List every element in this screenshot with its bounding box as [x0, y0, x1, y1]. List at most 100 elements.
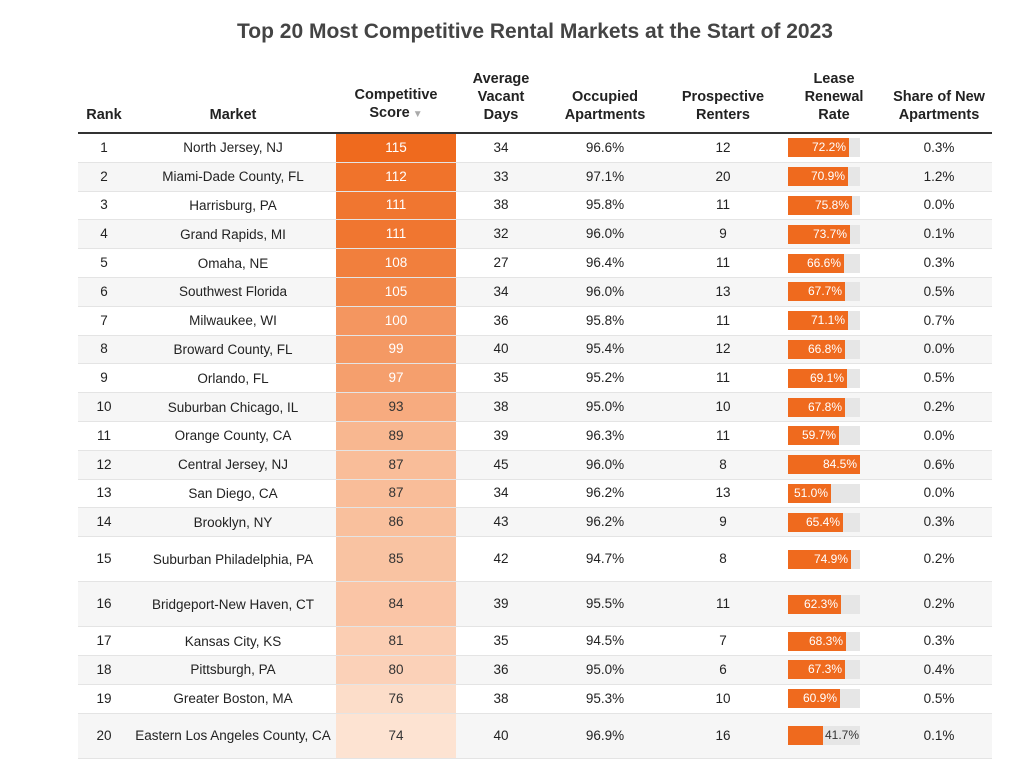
- renewal-bar-track: 59.7%: [788, 426, 860, 446]
- renewal-bar-label: 66.8%: [807, 341, 842, 356]
- rank-cell: 4: [78, 219, 130, 250]
- score-cell: 87: [336, 479, 456, 509]
- renewal-bar-label: 74.9%: [813, 551, 848, 566]
- occupied-cell: 96.2%: [546, 507, 664, 538]
- new_apts-cell: 0.2%: [886, 392, 992, 422]
- table-row: 4 Grand Rapids, MI 111 32 96.0% 9 73.7% 0.1%: [78, 219, 992, 250]
- score-cell: 80: [336, 655, 456, 685]
- renewal-bar-label: 68.3%: [808, 633, 843, 648]
- renewal-bar: [788, 689, 840, 709]
- market-cell: Miami-Dade County, FL: [130, 162, 336, 192]
- column-header-score[interactable]: Competitive Score ▼: [336, 70, 456, 134]
- new_apts-cell: 0.5%: [886, 277, 992, 307]
- renewal-bar: [788, 631, 846, 651]
- renewal-bar-track: 84.5%: [788, 455, 860, 475]
- table-row: 5 Omaha, NE 108 27 96.4% 11 66.6% 0.3%: [78, 248, 992, 278]
- vacant-cell: 45: [456, 450, 546, 480]
- renters-cell: 9: [664, 219, 782, 250]
- score-cell: 105: [336, 277, 456, 307]
- renewal-bar-label: 67.8%: [807, 399, 842, 414]
- renewal-bar: [788, 549, 851, 569]
- vacant-cell: 34: [456, 479, 546, 509]
- score-cell: 97: [336, 363, 456, 394]
- renewal-bar-track: 71.1%: [788, 311, 860, 331]
- renewal-bar-label: 73.7%: [812, 226, 847, 241]
- renewal-cell: 66.8%: [782, 335, 886, 365]
- column-header-new-apartments[interactable]: Share of New Apartments: [886, 70, 992, 134]
- renewal-bar: [788, 483, 831, 503]
- occupied-cell: 96.9%: [546, 713, 664, 759]
- market-cell: Eastern Los Angeles County, CA: [130, 713, 336, 759]
- score-cell: 111: [336, 191, 456, 221]
- market-cell: Harrisburg, PA: [130, 191, 336, 221]
- sort-descending-icon[interactable]: ▼: [412, 109, 423, 120]
- rank-cell: 18: [78, 655, 130, 685]
- vacant-cell: 38: [456, 191, 546, 221]
- renewal-bar-track: 66.6%: [788, 253, 860, 273]
- new_apts-cell: 1.2%: [886, 162, 992, 192]
- new_apts-cell: 0.3%: [886, 133, 992, 163]
- column-header-rank[interactable]: Rank: [78, 70, 130, 134]
- score-cell: 93: [336, 392, 456, 422]
- vacant-cell: 34: [456, 133, 546, 163]
- vacant-cell: 40: [456, 713, 546, 759]
- column-header-renewal[interactable]: Lease Renewal Rate: [782, 70, 886, 134]
- rank-cell: 14: [78, 507, 130, 538]
- new_apts-cell: 0.6%: [886, 450, 992, 480]
- renewal-bar: [788, 397, 845, 417]
- vacant-cell: 32: [456, 219, 546, 250]
- renewal-bar-track: 62.3%: [788, 594, 860, 614]
- rank-cell: 9: [78, 363, 130, 394]
- renewal-bar: [788, 311, 848, 331]
- rank-cell: 16: [78, 581, 130, 628]
- rank-cell: 6: [78, 277, 130, 307]
- new_apts-cell: 0.3%: [886, 248, 992, 278]
- renewal-bar-track: 65.4%: [788, 512, 860, 532]
- renters-cell: 13: [664, 277, 782, 307]
- renewal-bar-label: 65.4%: [805, 514, 840, 529]
- renewal-cell: 62.3%: [782, 581, 886, 628]
- market-cell: Kansas City, KS: [130, 626, 336, 656]
- score-cell: 87: [336, 450, 456, 480]
- vacant-cell: 38: [456, 684, 546, 714]
- renewal-cell: 75.8%: [782, 191, 886, 221]
- table-row: 20 Eastern Los Angeles County, CA 74 40 96.9…: [78, 713, 992, 759]
- renewal-bar-track: 69.1%: [788, 368, 860, 388]
- score-cell: 99: [336, 335, 456, 365]
- new_apts-cell: 0.2%: [886, 581, 992, 628]
- renewal-bar: [788, 339, 845, 359]
- renewal-bar: [788, 253, 844, 273]
- table-row: 12 Central Jersey, NJ 87 45 96.0% 8 84.5% 0.6%: [78, 450, 992, 480]
- vacant-cell: 42: [456, 536, 546, 583]
- vacant-cell: 39: [456, 581, 546, 628]
- table-row: 17 Kansas City, KS 81 35 94.5% 7 68.3% 0.3%: [78, 626, 992, 656]
- rental-markets-table: Rank Market Competitive Score ▼ Average V…: [78, 70, 992, 759]
- column-header-vacant[interactable]: Average Vacant Days: [456, 70, 546, 134]
- market-cell: Brooklyn, NY: [130, 507, 336, 538]
- renewal-cell: 66.6%: [782, 248, 886, 278]
- renewal-bar-track: 41.7%: [788, 726, 860, 746]
- vacant-cell: 34: [456, 277, 546, 307]
- new_apts-cell: 0.0%: [886, 335, 992, 365]
- rank-cell: 15: [78, 536, 130, 583]
- column-header-renters[interactable]: Prospective Renters: [664, 70, 782, 134]
- renewal-bar-track: 60.9%: [788, 689, 860, 709]
- renewal-bar-label: 75.8%: [814, 197, 849, 212]
- table-row: 10 Suburban Chicago, IL 93 38 95.0% 10 67.8% 0.…: [78, 392, 992, 422]
- renters-cell: 8: [664, 536, 782, 583]
- occupied-cell: 96.0%: [546, 450, 664, 480]
- rank-cell: 2: [78, 162, 130, 192]
- market-cell: Pittsburgh, PA: [130, 655, 336, 685]
- renewal-bar-label: 62.3%: [803, 596, 838, 611]
- vacant-cell: 33: [456, 162, 546, 192]
- renewal-cell: 41.7%: [782, 713, 886, 759]
- renewal-bar: [788, 726, 823, 746]
- vacant-cell: 35: [456, 363, 546, 394]
- rank-cell: 1: [78, 133, 130, 163]
- rank-cell: 17: [78, 626, 130, 656]
- rank-cell: 20: [78, 713, 130, 759]
- new_apts-cell: 0.1%: [886, 219, 992, 250]
- renters-cell: 11: [664, 191, 782, 221]
- column-header-market[interactable]: Market: [130, 70, 336, 134]
- column-header-occupied[interactable]: Occupied Apartments: [546, 70, 664, 134]
